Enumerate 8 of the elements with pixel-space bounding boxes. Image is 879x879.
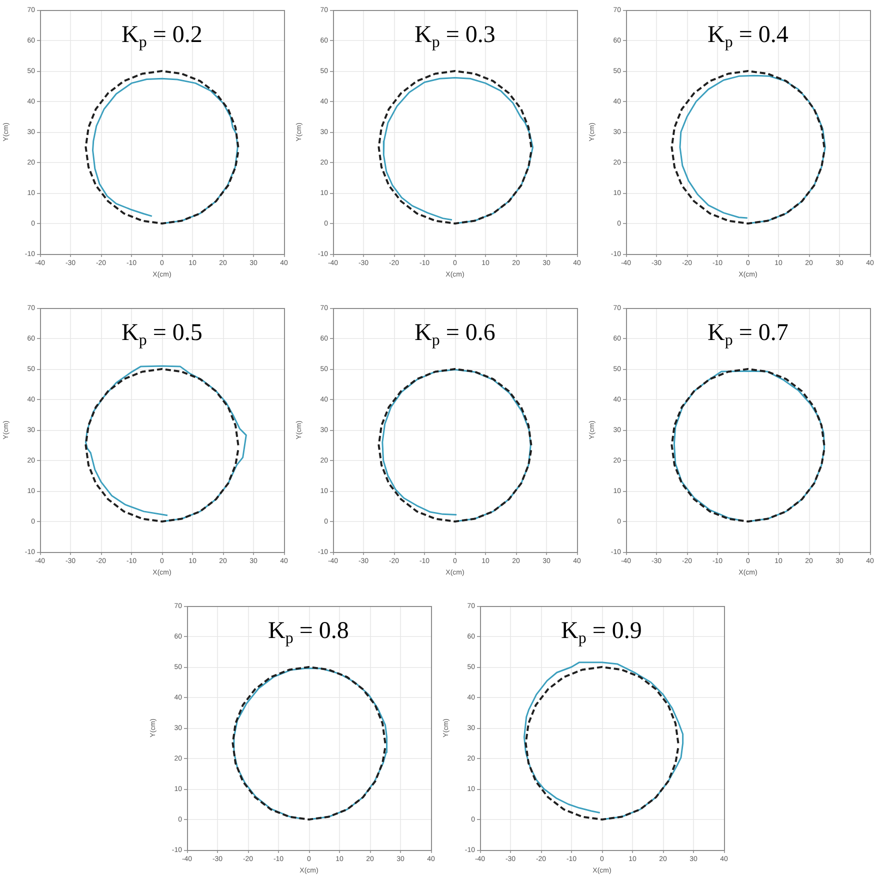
text: K$_{p}$ = 0.9	[561, 618, 642, 647]
text: K$_{p}$ = 0.4	[708, 22, 788, 51]
text: K$_{p}$ = 0.5	[122, 320, 202, 349]
text: K$_{p}$ = 0.7	[708, 320, 788, 349]
text: K$_{p}$ = 0.3	[414, 22, 496, 51]
text: K$_{p}$ = 0.6	[414, 320, 496, 349]
text: K$_{p}$ = 0.2	[122, 22, 202, 51]
text: K$_{p}$ = 0.8	[268, 618, 349, 647]
